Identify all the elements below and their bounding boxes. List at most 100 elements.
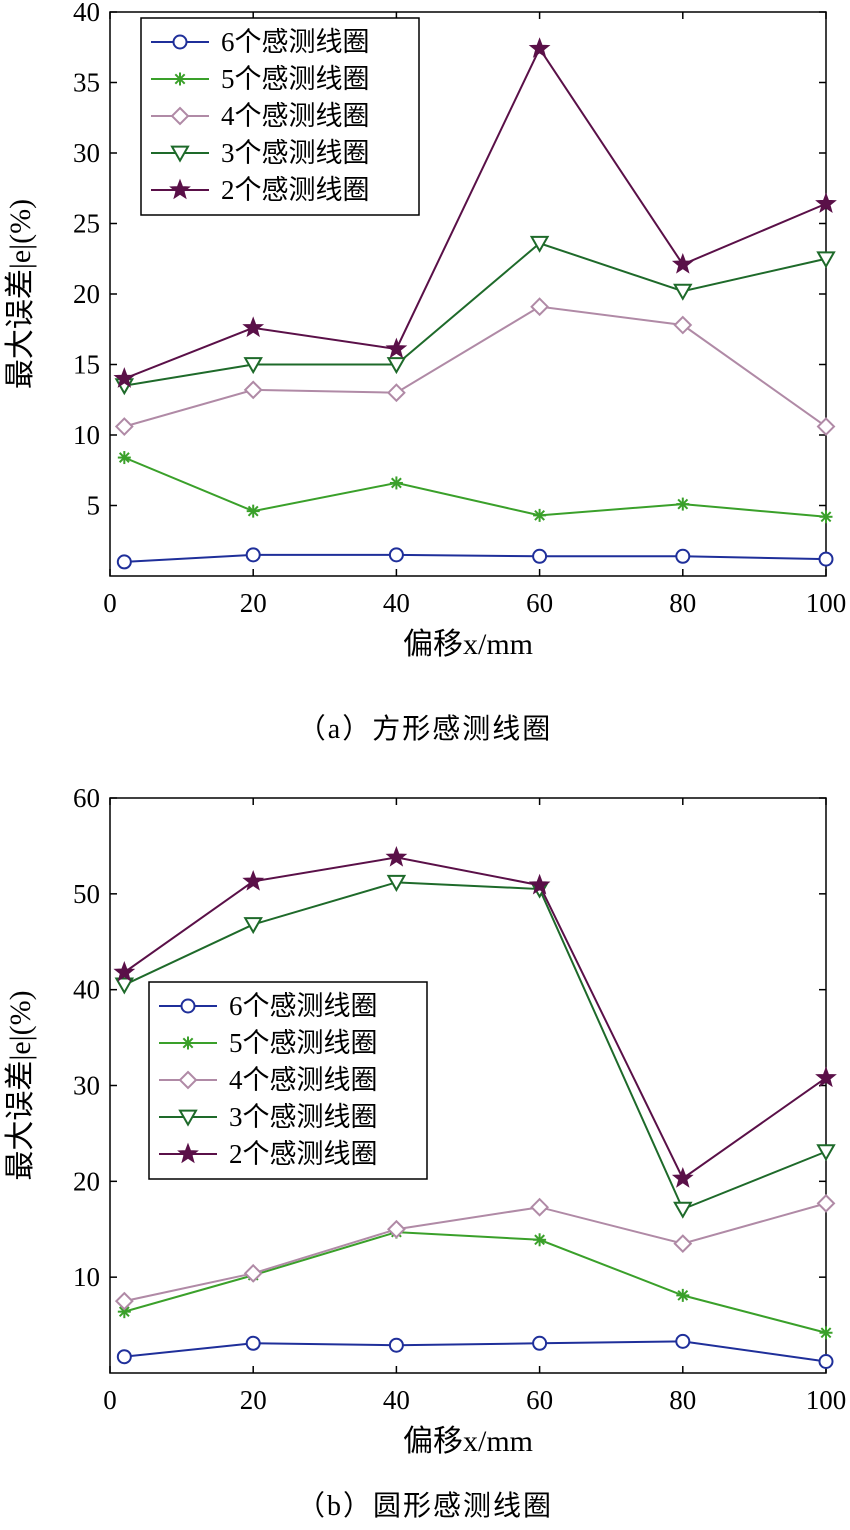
chart-b-legend-label: 3个感测线圈 (229, 1102, 378, 1132)
chart-b-series-3-point (114, 1291, 134, 1311)
chart-b-series-3-point (673, 1234, 693, 1254)
chart-b-ytick-label: 10 (73, 1262, 100, 1292)
chart-b-series-1-point (116, 1349, 132, 1365)
chart-a-legend-marker (170, 145, 190, 163)
chart-a-xtick-label: 80 (669, 588, 696, 618)
chart-a-series-3-line (124, 305, 827, 428)
chart-a-ytick-label: 5 (87, 491, 101, 521)
chart-b-svg: 0 20 40 60 80 100 10 20 30 40 50 60 偏移x/mm 最大误差|e|(%)… (4, 783, 847, 1522)
chart-b-series-3 (114, 1193, 836, 1311)
chart-a-xtick-label: 60 (526, 588, 553, 618)
chart-b-series-3-point (530, 1197, 550, 1217)
chart-a-series-3-point (386, 383, 406, 403)
chart-b-series-2-point (676, 1288, 690, 1302)
chart-a-series-3-point (530, 297, 550, 317)
chart-b-series-5 (113, 845, 837, 1188)
chart-a-legend: 6个感测线圈 5个感测线圈 4个感测线圈 3个感测线圈 2个感测线圈 (140, 17, 420, 216)
chart-a-series-5-point (242, 316, 265, 338)
chart-a-legend-label: 3个感测线圈 (221, 138, 370, 168)
chart-a-legend-label: 6个感测线圈 (221, 27, 370, 57)
chart-b-series-4-point (386, 874, 407, 892)
chart-b-ytick-label: 20 (73, 1166, 100, 1196)
chart-b-series-3-line (124, 1202, 827, 1303)
chart-b-xtick-label: 80 (669, 1385, 696, 1415)
chart-b-xtick-label: 100 (806, 1385, 847, 1415)
chart-b-xtick-label: 60 (526, 1385, 553, 1415)
chart-b-series-1-point (245, 1335, 261, 1351)
chart-b-xtick-label: 40 (383, 1385, 410, 1415)
chart-b-ytick-label: 30 (73, 1071, 100, 1101)
chart-b-legend-label: 6个感测线圈 (229, 991, 378, 1021)
chart-b-series-2-line (124, 1231, 827, 1334)
chart-b-series-4-point (816, 1144, 836, 1162)
chart-a-legend-marker (169, 178, 191, 200)
chart-a-xtick-label: 20 (240, 588, 267, 618)
chart-b-series-3-point (816, 1193, 836, 1213)
chart-a-series-3-point (243, 380, 263, 400)
chart-b-series-4-point (673, 1201, 693, 1219)
chart-b-series-5-point (242, 869, 265, 891)
chart-a-series-1-point (532, 548, 548, 564)
chart-a-series-5-point (528, 37, 551, 58)
chart-a-series-4-point (529, 235, 550, 253)
chart-b-series-1-point (532, 1335, 548, 1351)
chart-b-legend-label: 2个感测线圈 (229, 1139, 378, 1169)
chart-b-series-3-point (386, 1219, 406, 1239)
chart-a-series-1-point (116, 554, 132, 570)
chart-b-legend-marker (178, 1109, 198, 1127)
chart-b-ytick-label: 50 (73, 879, 100, 909)
chart-a-svg: 0 20 40 60 80 100 5 10 15 20 25 30 35 40 偏移x/mm 最大误差|e|… (4, 0, 847, 745)
chart-b-y-axis-label: 最大误差|e|(%) (4, 990, 37, 1180)
chart-b-series-5-point (671, 1167, 694, 1188)
chart-a-caption: （a）方形感测线圈 (298, 713, 552, 745)
chart-a-series-1-point (388, 547, 404, 563)
chart-a-series-5-point (113, 367, 136, 388)
chart-b-series-1-point (675, 1333, 691, 1349)
chart-b-legend-marker (177, 1142, 199, 1164)
chart-a-series-3-point (114, 417, 134, 436)
chart-a-ytick-label: 35 (73, 68, 100, 98)
chart-b-legend-label: 5个感测线圈 (229, 1028, 378, 1058)
chart-b-legend: 6个感测线圈 5个感测线圈 4个感测线圈 3个感测线圈 2个感测线圈 (148, 981, 428, 1180)
chart-a-series-5-point (671, 252, 694, 274)
chart-a-series-1-point (245, 547, 261, 563)
chart-a-series-3-point (673, 315, 693, 335)
chart-a-legend-label: 4个感测线圈 (221, 101, 370, 131)
chart-b-legend-marker (178, 1070, 198, 1090)
chart-a-xtick-label: 100 (806, 588, 847, 618)
chart-a-series-2 (117, 451, 833, 524)
chart-b-legend-box (148, 981, 428, 1180)
chart-b-series-1 (116, 1333, 834, 1369)
chart-b-ytick-label: 40 (73, 975, 100, 1005)
chart-a-series-2-line (123, 456, 827, 518)
chart-b-series-5-point (815, 1066, 837, 1088)
chart-a-series-3 (114, 297, 836, 436)
chart-b-series-4-line (123, 881, 827, 1211)
chart-b-ytick-label: 60 (73, 783, 100, 813)
chart-a-series-1 (116, 547, 834, 570)
chart-a-ytick-label: 10 (73, 420, 100, 450)
chart-a-legend-label: 5个感测线圈 (221, 64, 370, 94)
chart-b-series-1-point (388, 1337, 404, 1353)
chart-b-caption: （b）圆形感测线圈 (297, 1490, 553, 1522)
chart-a-series-2-point (676, 497, 690, 511)
chart-b-xtick-label: 0 (103, 1385, 117, 1415)
chart-a-series-2-point (117, 451, 131, 465)
chart-b-legend-label: 4个感测线圈 (229, 1065, 378, 1095)
chart-a-ytick-label: 15 (73, 350, 100, 380)
chart-a-series-4-point (386, 357, 407, 375)
chart-b-series-4-point (243, 917, 263, 935)
chart-b-series-3-point (243, 1263, 263, 1283)
chart-b-series-5-line (123, 856, 827, 1180)
chart-b-series-2-point (819, 1326, 833, 1340)
chart-a-series-5-line (123, 46, 827, 380)
chart-b-series-4-point (114, 977, 135, 995)
chart-b-series-2-point (533, 1233, 547, 1247)
chart-a-series-2-point (389, 476, 403, 490)
chart-b-series-1-point (818, 1354, 834, 1369)
chart-a-legend-marker (173, 72, 187, 86)
chart-b-series-1-line (124, 1340, 827, 1363)
chart-a-legend-label: 2个感测线圈 (221, 175, 370, 205)
chart-b-legend-marker (181, 1036, 195, 1050)
chart-panel-a: 0 20 40 60 80 100 5 10 15 20 25 30 35 40 偏移x/mm 最大误差|e|… (4, 0, 847, 745)
